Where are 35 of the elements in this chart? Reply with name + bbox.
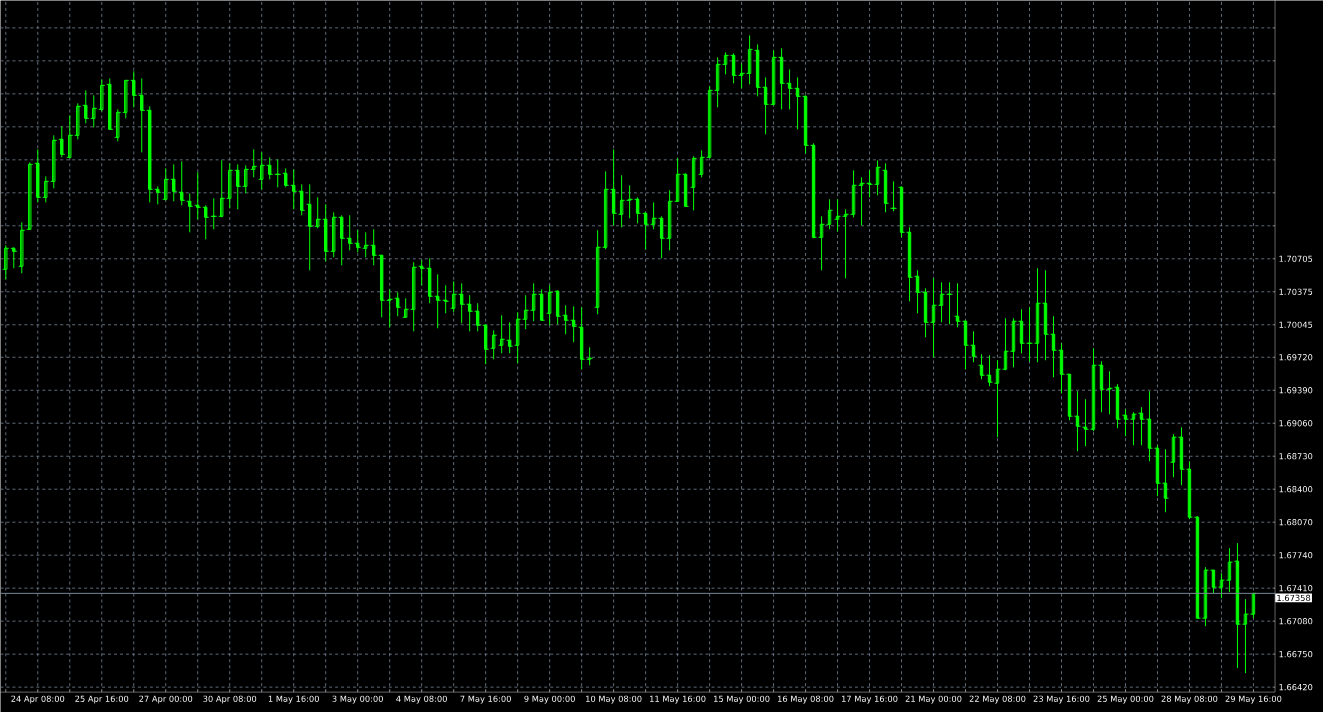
x-tick-label: 29 May 16:00 [1225,695,1282,704]
ref-line-label: 1.67358 [1277,594,1311,601]
x-tick-label: 9 May 00:00 [524,695,575,704]
x-tick-label: 30 Apr 08:00 [203,695,257,704]
x-tick-label: 4 May 08:00 [396,695,447,704]
x-tick-label: 1 May 16:00 [268,695,319,704]
y-tick-label: 1.67080 [1279,617,1313,625]
x-tick-label: 17 May 16:00 [842,695,898,704]
y-tick-label: 1.67740 [1279,551,1313,559]
y-tick-label: 1.66420 [1279,683,1313,691]
x-tick-label: 10 May 08:00 [586,695,642,704]
y-tick-label: 1.70705 [1279,255,1313,262]
x-tick-label: 22 May 08:00 [969,695,1026,704]
x-tick-label: 3 May 00:00 [332,695,383,704]
x-tick-label: 15 May 00:00 [714,695,770,704]
x-tick-label: 28 May 08:00 [1161,695,1218,704]
y-tick-label: 1.66750 [1279,650,1313,658]
x-tick-label: 25 Apr 16:00 [75,695,129,704]
x-tick-label: 21 May 00:00 [905,695,962,704]
x-tick-label: 25 May 00:00 [1097,695,1154,704]
y-tick-label: 1.68070 [1279,519,1313,526]
y-tick-label: 1.70045 [1279,321,1313,328]
x-tick-label: 16 May 08:00 [778,695,834,704]
y-tick-label: 1.69720 [1279,354,1313,361]
y-tick-label: 1.69390 [1279,387,1313,394]
x-tick-label: 24 Apr 08:00 [11,695,65,704]
y-tick-label: 1.69060 [1279,420,1313,427]
x-tick-label: 27 Apr 00:00 [139,695,193,704]
x-tick-label: 7 May 16:00 [460,695,511,704]
x-tick-label: 23 May 16:00 [1033,695,1090,704]
y-tick-label: 1.68400 [1279,486,1313,493]
x-tick-label: 11 May 16:00 [650,695,706,704]
y-tick-label: 1.68730 [1279,453,1313,460]
y-tick-label: 1.70375 [1279,288,1313,295]
y-tick-label: 1.67410 [1279,584,1313,592]
